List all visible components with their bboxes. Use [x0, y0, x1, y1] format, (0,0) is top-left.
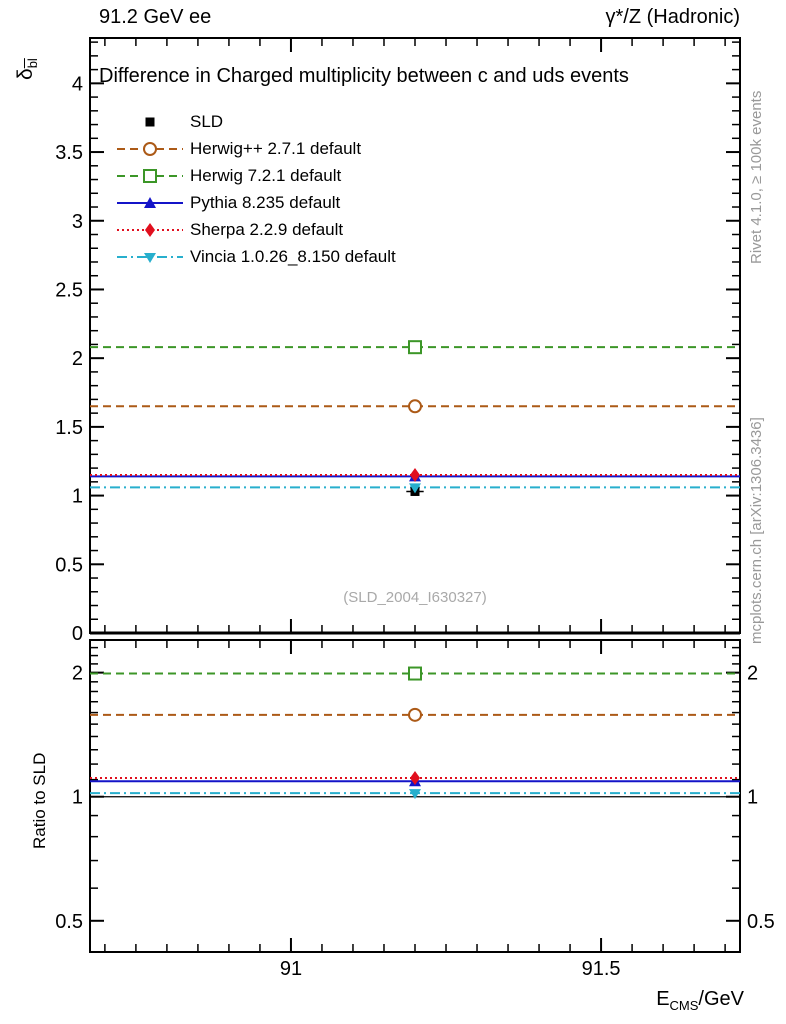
main-y-tick-label: 1	[72, 486, 83, 508]
x-axis-label-base: E	[656, 988, 670, 1010]
legend-label-herwigpp: Herwig++ 2.7.1 default	[190, 139, 362, 158]
ratio-y-tick-label: 2	[72, 663, 83, 685]
marker-herwig7	[408, 340, 422, 355]
mcplots-reference-note: mcplots.cern.ch [arXiv:1306.3436]	[748, 417, 765, 644]
main-y-axis-label: δbl	[14, 58, 40, 80]
legend-label-sherpa: Sherpa 2.2.9 default	[190, 220, 344, 239]
legend-key-marker	[145, 223, 155, 237]
ratio-y-tick-label-right: 1	[747, 787, 758, 809]
main-y-tick-label: 3.5	[55, 142, 83, 164]
marker-herwigpp	[408, 399, 422, 414]
ratio-marker-sherpa	[410, 771, 420, 786]
main-y-axis-label-sub: bl	[25, 58, 40, 69]
beam-energy-label: 91.2 GeV ee	[99, 6, 212, 28]
ratio-y-tick-label: 0.5	[55, 911, 83, 933]
analysis-id-watermark: (SLD_2004_I630327)	[343, 589, 487, 606]
x-tick-label: 91	[280, 958, 302, 980]
legend-label-vincia: Vincia 1.0.26_8.150 default	[190, 247, 396, 266]
main-y-tick-label: 0	[72, 623, 83, 645]
ratio-y-tick-label: 1	[72, 787, 83, 809]
main-y-tick-label: 3	[72, 211, 83, 233]
legend-label-pythia: Pythia 8.235 default	[190, 193, 341, 212]
main-panel-frame	[89, 37, 741, 634]
main-y-tick-label: 2	[72, 348, 83, 370]
plot-title: Difference in Charged multiplicity betwe…	[99, 65, 629, 87]
main-y-tick-label: 2.5	[55, 279, 83, 301]
ratio-y-axis-label: Ratio to SLD	[30, 752, 49, 849]
ratio-marker-herwig7	[408, 666, 422, 681]
x-axis-label-suffix: /GeV	[698, 988, 744, 1010]
ratio-marker-vincia	[409, 789, 421, 800]
x-axis-label-sub: CMS	[669, 998, 699, 1013]
legend-key-marker	[143, 169, 157, 183]
main-y-tick-label: 1.5	[55, 417, 83, 439]
legend-key-marker	[143, 142, 157, 156]
x-axis-label: ECMS/GeV	[656, 988, 744, 1013]
main-y-axis-label-base: δ	[14, 68, 37, 80]
ratio-marker-herwigpp	[408, 707, 422, 722]
legend-key-marker	[145, 117, 155, 127]
rivet-version-note: Rivet 4.1.0, ≥ 100k events	[748, 90, 765, 264]
ratio-y-tick-label-right: 0.5	[747, 911, 775, 933]
process-label: γ*/Z (Hadronic)	[605, 6, 740, 28]
main-y-tick-label: 4	[72, 73, 83, 95]
legend-key-marker	[144, 197, 156, 208]
marker-sherpa	[410, 467, 420, 482]
marker-vincia	[409, 483, 421, 494]
legend-label-sld: SLD	[190, 112, 224, 131]
main-y-tick-label: 0.5	[55, 554, 83, 576]
legend-label-herwig7: Herwig 7.2.1 default	[190, 166, 342, 185]
ratio-y-tick-label-right: 2	[747, 663, 758, 685]
legend-key-marker	[144, 253, 156, 263]
x-tick-label: 91.5	[582, 958, 621, 980]
